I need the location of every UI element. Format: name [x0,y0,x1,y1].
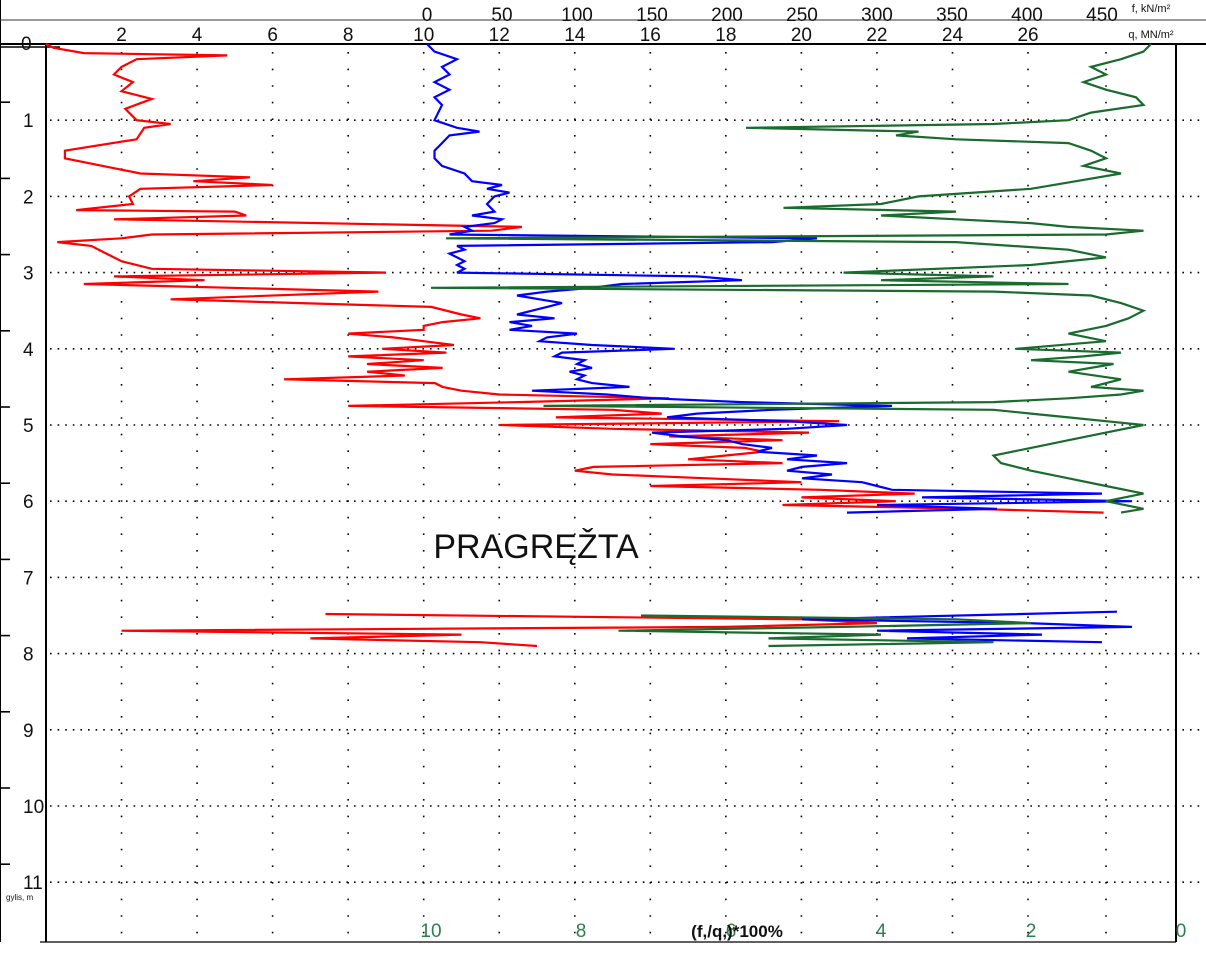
q-tick-label: 6 [267,25,278,46]
depth-tick-label: 11 [23,873,43,894]
f-tick-label: 0 [422,5,433,26]
q-tick-label: 10 [413,25,434,46]
f-series-line [426,43,1133,514]
ratio-series-line [618,614,1032,648]
ratio-axis-ticks: 10 8 6 4 2 0 [420,921,1186,942]
q-tick-label: 18 [715,25,736,46]
q-tick-label: 22 [866,25,887,46]
q-axis-ticks: 2 4 6 8 10 12 14 16 18 20 22 24 26 [116,25,1038,46]
ratio-tick-label: 10 [420,921,441,942]
ratio-tick-label: 6 [726,921,737,942]
f-tick-label: 250 [786,5,818,26]
series-lines [45,43,1152,648]
depth-tick-label: 4 [23,340,34,361]
ratio-axis-label: (f,/q,)*100% [691,922,783,941]
f-axis-ticks: 0 50 100 150 200 250 300 350 400 450 [422,5,1118,26]
f-tick-label: 150 [636,5,668,26]
depth-axis-ticks: 0 1 2 3 4 5 6 7 8 9 10 11 [0,34,44,894]
q-tick-label: 20 [791,25,812,46]
ratio-tick-label: 8 [576,921,587,942]
f-tick-label: 200 [711,5,743,26]
q-tick-label: 4 [192,25,203,46]
q-tick-label: 2 [116,25,127,46]
f-series-line [801,610,1133,644]
q-tick-label: 16 [640,25,661,46]
f-tick-label: 100 [561,5,593,26]
q-axis-label: q, MN/m² [1128,29,1174,41]
ratio-series-line [430,43,1152,514]
f-tick-label: 300 [861,5,893,26]
depth-tick-label: 5 [23,416,34,437]
depth-tick-label: 6 [23,492,34,513]
q-tick-label: 26 [1017,25,1038,46]
f-tick-label: 400 [1011,5,1043,26]
q-tick-label: 24 [942,25,964,46]
depth-tick-label: 9 [23,721,34,742]
f-axis-label: f, kN/m² [1132,3,1171,15]
depth-tick-label: 1 [23,111,34,132]
depth-tick-label: 10 [23,797,44,818]
depth-tick-label: 7 [23,568,34,589]
depth-tick-label: 3 [23,264,34,285]
q-series-line [121,612,877,648]
q-tick-label: 8 [343,25,354,46]
f-tick-label: 450 [1086,5,1118,26]
q-tick-label: 12 [489,25,510,46]
f-tick-label: 50 [491,5,512,26]
depth-tick-label: 2 [23,187,34,208]
depth-axis-label: gylis, m [6,893,33,902]
depth-tick-label: 0 [21,34,32,55]
ratio-tick-label: 4 [876,921,887,942]
ratio-tick-label: 2 [1026,921,1037,942]
ratio-tick-label: 0 [1176,921,1187,942]
depth-tick-label: 8 [23,645,34,666]
soil-annotation: PRAGRĘŽTA [433,528,639,566]
f-tick-label: 350 [936,5,968,26]
q-tick-label: 14 [564,25,586,46]
